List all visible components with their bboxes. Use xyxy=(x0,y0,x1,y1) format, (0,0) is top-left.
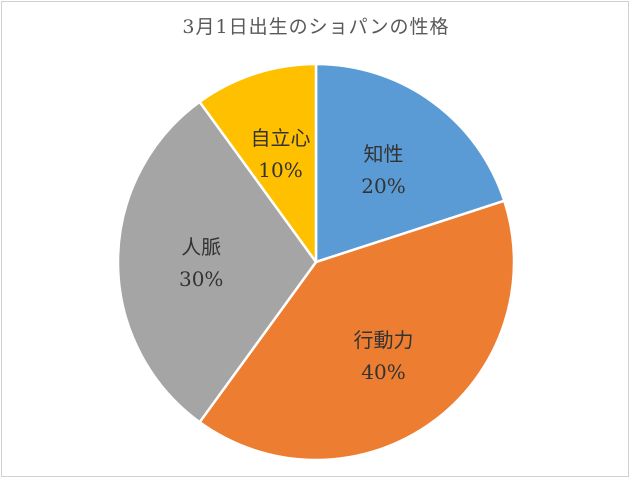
slice-value-label: 20% xyxy=(361,174,405,198)
pie-slice-2 xyxy=(198,199,516,462)
slice-value-label: 40% xyxy=(361,360,405,384)
chart-title: 3月1日出生のショパンの性格 xyxy=(182,16,450,38)
slice-value-label: 30% xyxy=(179,267,223,291)
pie-labels: 知性 20% 行動力 40% 人脈 30% 自立心 10% xyxy=(179,126,414,384)
slice-category-label: 人脈 xyxy=(181,235,221,259)
slice-category-label: 自立心 xyxy=(251,126,311,150)
slice-category-label: 知性 xyxy=(364,142,404,166)
slice-value-label: 10% xyxy=(258,158,302,182)
pie-slice-3 xyxy=(116,100,318,424)
pie-slice-4 xyxy=(198,62,318,264)
slice-category-label: 行動力 xyxy=(354,328,414,352)
pie-slices xyxy=(116,62,516,462)
pie-slice-1 xyxy=(314,62,506,264)
